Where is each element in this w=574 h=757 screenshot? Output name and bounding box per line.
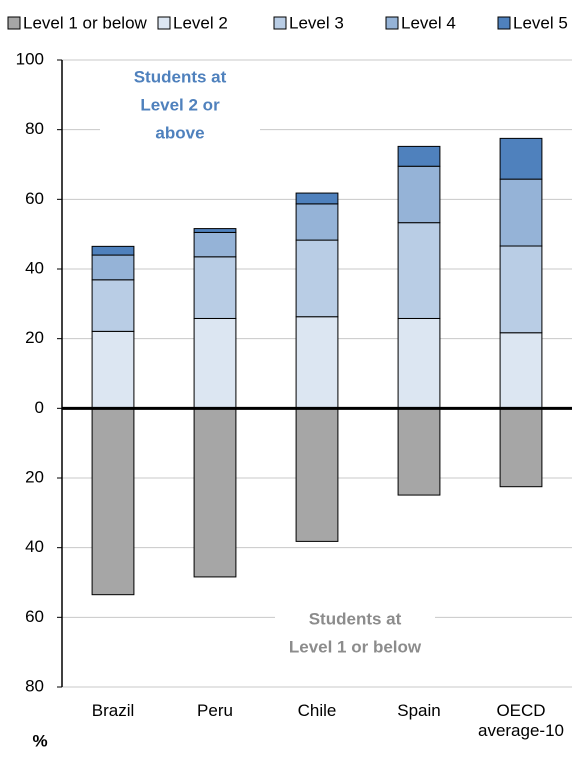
- legend-swatch: [497, 16, 511, 30]
- bar-segment: [91, 330, 135, 409]
- bar-segment: [295, 203, 339, 241]
- y-tick-label: 60: [25, 607, 44, 626]
- y-tick-label: 80: [25, 676, 44, 695]
- y-tick-label: 40: [25, 258, 44, 277]
- x-tick-label: Peru: [197, 701, 233, 720]
- x-tick-label: Spain: [397, 701, 441, 720]
- bar-segment: [397, 222, 441, 319]
- bar-segment: [499, 407, 543, 488]
- bar-segment: [499, 178, 543, 247]
- legend-swatch: [385, 16, 399, 30]
- bar-segment: [91, 254, 135, 281]
- annotation: Students at: [309, 609, 402, 628]
- y-tick-label: 100: [16, 49, 44, 68]
- bar-segment: [193, 407, 237, 578]
- bar-segment: [193, 317, 237, 409]
- bar-segment: [397, 145, 441, 167]
- bar-segment: [91, 279, 135, 332]
- x-tick-label-box: OECD average-10: [477, 701, 564, 740]
- legend-swatch: [7, 16, 21, 30]
- annotation: Level 1 or below: [289, 637, 422, 656]
- bar-segment: [397, 165, 441, 224]
- bar-segment: [295, 192, 339, 205]
- y-axis-label: %: [32, 731, 47, 750]
- y-tick-label: 60: [25, 189, 44, 208]
- x-tick-label-box: Peru: [197, 701, 233, 720]
- x-tick-label-box: Spain: [397, 701, 441, 720]
- bar-segment: [499, 245, 543, 334]
- legend-label: Level 3: [289, 13, 344, 32]
- bar-segment: [295, 407, 339, 542]
- legend-label: Level 2: [173, 13, 228, 32]
- annotation-bg: [275, 606, 435, 662]
- legend-swatch: [157, 16, 171, 30]
- bar-segment: [397, 317, 441, 409]
- bar-segment: [397, 407, 441, 496]
- x-tick-label: OECD average-10: [477, 701, 564, 740]
- bar-segment: [499, 137, 543, 180]
- y-tick-label: 20: [25, 328, 44, 347]
- bar-segment: [193, 231, 237, 258]
- annotation-bg: [100, 64, 260, 148]
- bar-segment: [295, 239, 339, 318]
- bar-segment: [91, 245, 135, 256]
- annotation: above: [155, 123, 204, 142]
- legend-label: Level 5: [513, 13, 568, 32]
- annotation: Students at: [134, 67, 227, 86]
- legend-label: Level 1 or below: [23, 13, 148, 32]
- bar-segment: [91, 407, 135, 596]
- bar-segment: [193, 256, 237, 319]
- bar-segment: [193, 228, 237, 233]
- bar-segment: [499, 332, 543, 409]
- annotation: Level 2 or: [140, 95, 220, 114]
- x-tick-label: Brazil: [91, 701, 135, 720]
- x-tick-label: Chile: [297, 701, 337, 720]
- y-tick-label: 40: [25, 537, 44, 556]
- legend-label: Level 4: [401, 13, 456, 32]
- legend-swatch: [273, 16, 287, 30]
- x-tick-label-box: Chile: [297, 701, 337, 720]
- y-tick-label: 0: [35, 398, 44, 417]
- y-tick-label: 80: [25, 119, 44, 138]
- bar-segment: [295, 316, 339, 409]
- y-tick-label: 20: [25, 467, 44, 486]
- x-tick-label-box: Brazil: [91, 701, 135, 720]
